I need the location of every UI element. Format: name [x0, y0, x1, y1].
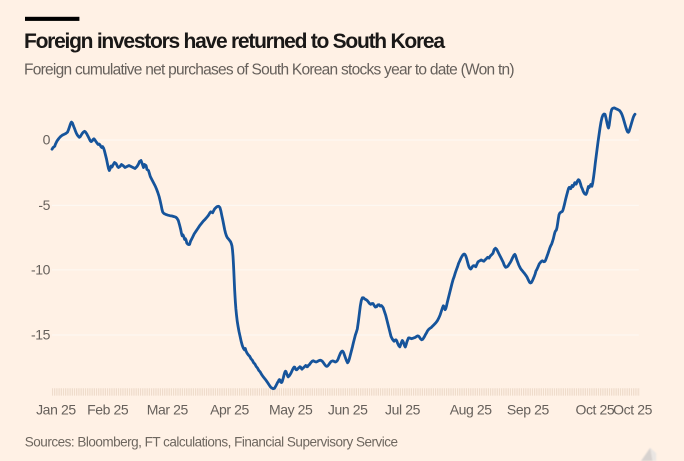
- svg-text:-5: -5: [38, 197, 50, 213]
- svg-text:Jan 25: Jan 25: [36, 402, 76, 418]
- svg-text:Foreign cumulative net purchas: Foreign cumulative net purchases of Sout…: [24, 62, 514, 79]
- svg-text:Foreign investors have returne: Foreign investors have returned to South…: [24, 30, 445, 53]
- svg-text:Aug 25: Aug 25: [450, 402, 493, 418]
- svg-text:Feb 25: Feb 25: [87, 402, 129, 418]
- svg-text:-10: -10: [31, 261, 51, 277]
- svg-text:Apr 25: Apr 25: [210, 402, 249, 418]
- svg-text:Oct 25: Oct 25: [575, 402, 614, 418]
- svg-text:Sources: Bloomberg, FT calcula: Sources: Bloomberg, FT calculations, Fin…: [25, 434, 398, 449]
- svg-text:Jun 25: Jun 25: [328, 402, 368, 418]
- svg-text:-15: -15: [31, 327, 51, 343]
- svg-text:Mar 25: Mar 25: [147, 402, 189, 418]
- svg-text:Jul 25: Jul 25: [385, 402, 421, 418]
- svg-text:May 25: May 25: [269, 402, 313, 418]
- svg-text:Oct 25: Oct 25: [613, 402, 652, 418]
- svg-text:0: 0: [43, 132, 51, 148]
- svg-text:Sep 25: Sep 25: [507, 402, 550, 418]
